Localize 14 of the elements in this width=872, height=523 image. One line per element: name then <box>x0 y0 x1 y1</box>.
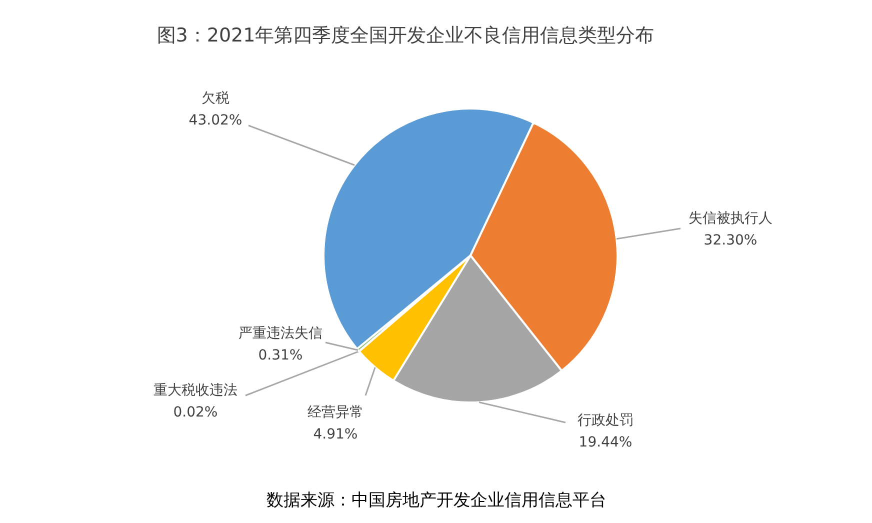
data-label: 0.31% <box>258 348 303 364</box>
slice-label: 失信被执行人 <box>688 210 772 226</box>
data-label: 43.02% <box>188 112 242 128</box>
slice-label: 严重违法失信 <box>238 326 322 342</box>
slice-label: 经营异常 <box>308 404 364 420</box>
data-label: 0.02% <box>173 404 218 420</box>
chart-title: 图3：2021年第四季度全国开发企业不良信用信息类型分布 <box>156 24 654 46</box>
data-label: 4.91% <box>313 426 358 442</box>
slice-label: 欠税 <box>202 90 230 106</box>
slice-label: 重大税收违法 <box>154 382 238 398</box>
data-label: 32.30% <box>704 232 758 248</box>
data-label: 19.44% <box>578 434 632 450</box>
source-note: 数据来源：中国房地产开发企业信用信息平台 <box>266 490 606 510</box>
slice-label: 行政处罚 <box>578 412 634 428</box>
